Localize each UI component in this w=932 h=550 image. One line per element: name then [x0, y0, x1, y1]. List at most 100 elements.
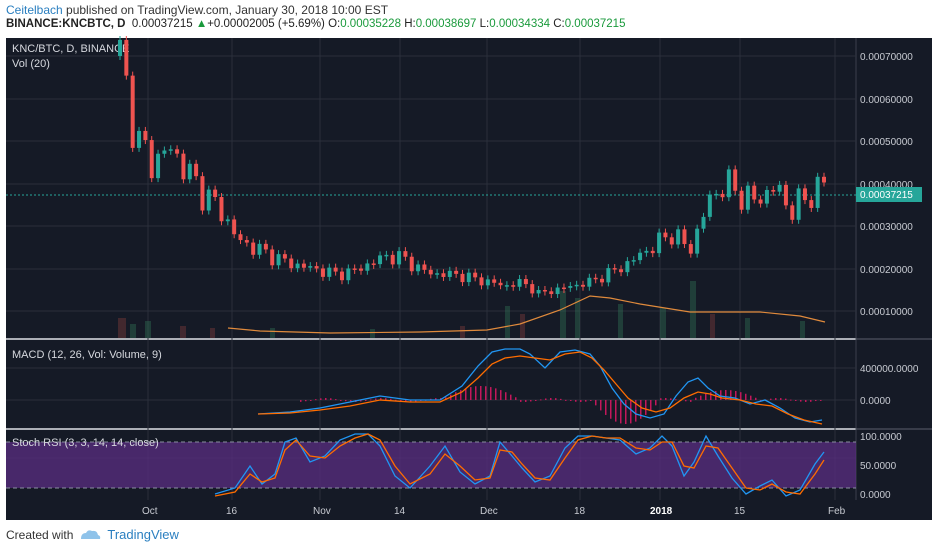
- time-tick: 16: [226, 506, 238, 517]
- macd-hist-bar: [695, 397, 697, 400]
- candle: [219, 197, 224, 222]
- candle: [441, 273, 446, 277]
- candle: [187, 163, 192, 180]
- current-price-label: 0.00037215: [860, 190, 913, 201]
- macd-hist-bar: [480, 386, 482, 400]
- candle: [733, 169, 738, 191]
- symbol-name: BINANCE:KNCBTC, D: [6, 18, 126, 30]
- macd-hist-bar: [485, 386, 487, 400]
- macd-hist-bar: [500, 390, 502, 400]
- candle: [606, 268, 611, 283]
- candle: [485, 279, 490, 286]
- macd-hist-bar: [320, 398, 322, 400]
- candle: [745, 185, 750, 210]
- macd-hist-bar: [735, 390, 737, 400]
- macd-hist-bar: [725, 390, 727, 400]
- candle: [162, 150, 167, 154]
- macd-hist-bar: [670, 398, 672, 400]
- candle: [327, 267, 332, 277]
- candle: [669, 237, 674, 245]
- macd-hist-bar: [600, 400, 602, 411]
- macd-hist-bar: [510, 394, 512, 400]
- volume-bars: [118, 281, 805, 338]
- candle: [695, 228, 700, 254]
- stoch-d-line: [214, 433, 825, 497]
- macd-hist-bar: [710, 392, 712, 400]
- macd-hist-bar: [490, 387, 492, 400]
- macd-hist-bar: [335, 399, 337, 401]
- candle: [473, 272, 478, 278]
- candle: [739, 190, 744, 210]
- macd-hist-bar: [740, 392, 742, 400]
- footer: Created with TradingView: [6, 527, 179, 542]
- candle: [422, 264, 427, 270]
- candle: [676, 229, 681, 245]
- candle: [257, 243, 262, 255]
- candle: [523, 279, 528, 285]
- candle: [143, 130, 148, 141]
- macd-hist-bar: [395, 399, 397, 401]
- macd-hist-bar: [635, 400, 637, 422]
- macd-hist-bar: [720, 390, 722, 400]
- macd-hist-bar: [770, 398, 772, 400]
- macd-hist-bar: [400, 400, 402, 401]
- candles: [118, 35, 826, 299]
- tradingview-brand[interactable]: TradingView: [107, 527, 179, 542]
- signal-line: [257, 351, 823, 425]
- price-axis[interactable]: [856, 38, 932, 500]
- candle: [244, 240, 249, 243]
- candle: [587, 277, 592, 287]
- macd-hist-bar: [575, 400, 577, 402]
- candle: [232, 219, 237, 235]
- macd-hist-bar: [675, 399, 677, 401]
- chart-area[interactable]: 0.00070000 0.00060000 0.00050000 0.00040…: [0, 35, 932, 520]
- macd-hist-bar: [810, 400, 812, 402]
- macd-hist-bar: [820, 399, 822, 401]
- close-label: C:: [553, 18, 565, 30]
- candle: [701, 216, 706, 229]
- candle: [371, 263, 376, 265]
- low-value: 0.00034334: [489, 18, 551, 30]
- macd-hist-bar: [665, 398, 667, 400]
- price-axis-labels: 0.00070000 0.00060000 0.00050000 0.00040…: [860, 52, 913, 318]
- candle: [714, 193, 719, 196]
- macd-hist-bar: [805, 400, 807, 402]
- candle: [536, 289, 541, 294]
- macd-hist-bar: [375, 398, 377, 400]
- svg-text:0.0000: 0.0000: [860, 396, 891, 407]
- candle: [555, 287, 560, 295]
- macd-hist-bar: [660, 398, 662, 400]
- time-axis[interactable]: [6, 500, 932, 520]
- time-tick: Nov: [313, 506, 331, 517]
- author-link[interactable]: Ceitelbach: [6, 3, 63, 17]
- macd-hist-bar: [780, 398, 782, 400]
- candle: [771, 189, 776, 192]
- candle: [314, 266, 319, 269]
- macd-hist-bar: [790, 399, 792, 401]
- symbol-info-line: BINANCE:KNCBTC, D 0.00037215 ▲+0.0000200…: [6, 18, 625, 30]
- macd-hist-bar: [525, 400, 527, 402]
- svg-text:50.0000: 50.0000: [860, 461, 897, 472]
- candle: [625, 261, 630, 273]
- candle: [809, 200, 814, 208]
- candle: [466, 272, 471, 283]
- candle: [688, 244, 693, 254]
- candle: [403, 251, 408, 257]
- macd-hist-bar: [535, 400, 537, 401]
- trading-chart[interactable]: 0.00070000 0.00060000 0.00050000 0.00040…: [0, 35, 932, 520]
- macd-hist-bar: [305, 400, 307, 402]
- candle: [758, 199, 763, 204]
- time-tick: 2018: [650, 506, 673, 517]
- created-with-label: Created with: [6, 527, 74, 542]
- candle: [460, 273, 465, 283]
- macd-hist-bar: [495, 388, 497, 400]
- svg-text:100.0000: 100.0000: [860, 432, 902, 443]
- candle: [783, 184, 788, 206]
- candle: [707, 194, 712, 217]
- volume-label: Vol (20): [12, 58, 50, 70]
- candle: [580, 284, 585, 287]
- candle: [638, 252, 643, 261]
- candle: [561, 287, 566, 290]
- price-tick: 0.00060000: [860, 95, 913, 106]
- candle: [815, 176, 820, 208]
